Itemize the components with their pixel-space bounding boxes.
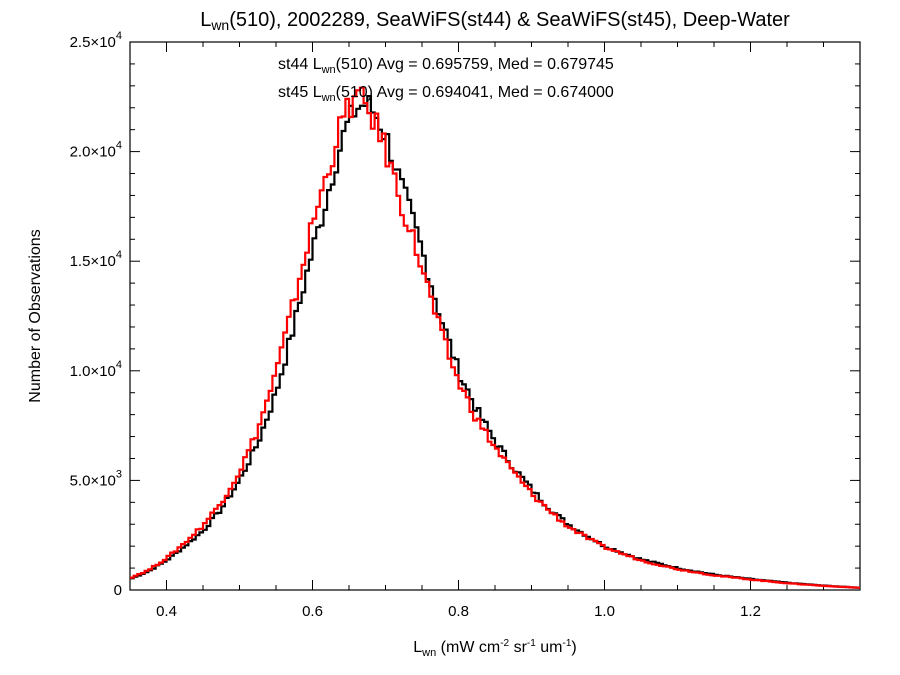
x-tick-label: 1.2 [740,603,761,620]
y-tick-label: 2.0×104 [70,140,122,161]
x-tick-label: 0.8 [448,603,469,620]
series-st44-line [130,95,860,589]
x-tick-label: 0.6 [302,603,323,620]
annotation-st45: st45 Lwn(510) Avg = 0.694041, Med = 0.67… [278,84,614,104]
x-axis-label: Lwn (mW cm-2 sr-1 um-1) [413,638,576,659]
plot-frame [129,41,861,591]
y-tick-label: 2.5×104 [70,30,122,51]
y-tick-label: 1.5×104 [70,249,122,270]
y-tick-labels: 0 5.0×103 1.0×104 1.5×104 2.0×104 2.5×104 [70,30,122,599]
y-axis-label: Number of Observations [27,229,44,402]
tick-marks [129,41,861,591]
y-tick-label: 0 [114,582,122,599]
annotation-st44: st44 Lwn(510) Avg = 0.695759, Med = 0.67… [278,56,614,76]
series-st45-line [130,86,860,589]
y-tick-label: 5.0×103 [70,468,122,489]
x-tick-labels: 0.4 0.6 0.8 1.0 1.2 [156,603,761,620]
chart-title: Lwn(510), 2002289, SeaWiFS(st44) & SeaWi… [200,9,790,33]
x-tick-label: 0.4 [156,603,177,620]
y-tick-label: 1.0×104 [70,359,122,380]
x-tick-label: 1.0 [594,603,615,620]
